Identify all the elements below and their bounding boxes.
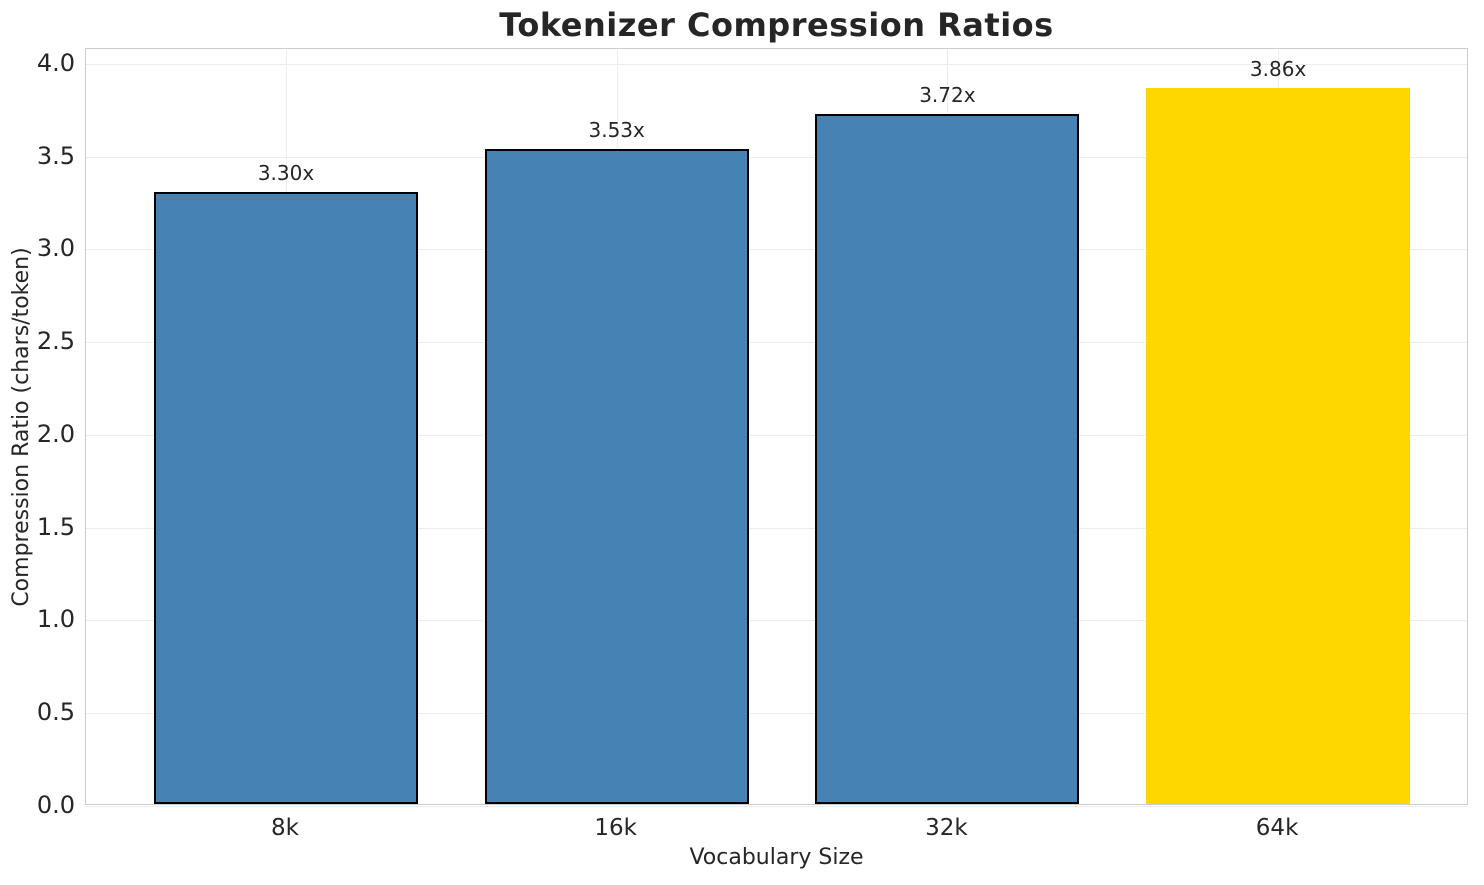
bar-value-label-8k: 3.30x [257, 160, 315, 185]
x-tick-label-8k: 8k [271, 815, 299, 841]
y-tick-label: 4.0 [36, 48, 75, 77]
y-tick-label: 1.0 [36, 605, 75, 634]
gridline-y-0.0 [86, 806, 1467, 807]
gridline-y-1.5 [86, 527, 1467, 529]
y-tick-label: 0.5 [36, 698, 75, 727]
bar-value-label-64k: 3.86x [1249, 56, 1307, 81]
gridline-y-2.5 [86, 342, 1467, 344]
gridline-y-3.5 [86, 156, 1467, 158]
gridline-y-4.0 [86, 63, 1467, 65]
bar-64k [1146, 87, 1411, 804]
bar-8k [154, 191, 418, 804]
x-tick-label-64k: 64k [1255, 815, 1299, 841]
y-tick-label: 3.0 [36, 234, 75, 263]
plot-area: 3.30x 3.53x 3.72x 3.86x [85, 48, 1468, 807]
y-axis-label: Compression Ratio (chars/token) [9, 247, 34, 607]
y-tick-label: 2.0 [36, 419, 75, 448]
y-tick-label: 2.5 [36, 327, 75, 356]
x-axis-label: Vocabulary Size [689, 845, 864, 870]
x-tick-label-32k: 32k [925, 815, 968, 841]
y-tick-label: 0.0 [36, 791, 75, 819]
bar-value-label-32k: 3.72x [919, 82, 976, 107]
bar-value-label-16k: 3.53x [588, 118, 645, 143]
gridline-y-3.0 [86, 249, 1467, 251]
y-tick-label: 3.5 [36, 141, 75, 170]
bar-32k [815, 113, 1080, 804]
chart-title: Tokenizer Compression Ratios [499, 6, 1054, 44]
x-tick-label-16k: 16k [594, 815, 637, 841]
y-tick-label: 1.5 [36, 512, 75, 541]
gridline-y-1.0 [86, 620, 1467, 622]
bar-16k [484, 149, 749, 804]
gridline-y-2.0 [86, 434, 1467, 436]
gridline-y-0.5 [86, 713, 1467, 715]
